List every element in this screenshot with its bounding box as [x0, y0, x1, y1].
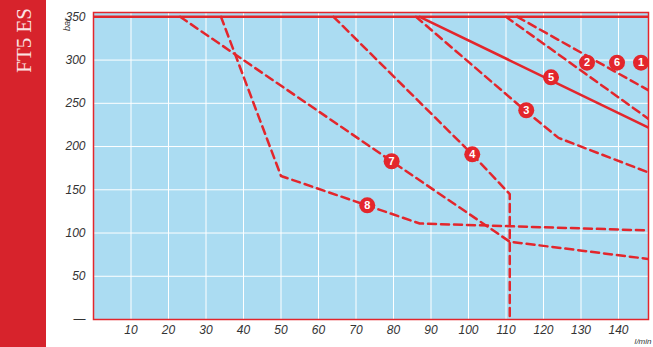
svg-text:bar: bar — [62, 17, 72, 31]
svg-text:20: 20 — [161, 323, 176, 337]
svg-text:7: 7 — [389, 155, 395, 167]
svg-text:90: 90 — [424, 323, 438, 337]
svg-text:100: 100 — [65, 226, 85, 240]
svg-text:2: 2 — [584, 56, 590, 68]
svg-text:40: 40 — [237, 323, 251, 337]
svg-text:130: 130 — [571, 323, 591, 337]
svg-text:6: 6 — [614, 56, 620, 68]
svg-text:50: 50 — [274, 323, 288, 337]
svg-text:110: 110 — [496, 323, 515, 337]
svg-text:80: 80 — [387, 323, 401, 337]
svg-text:140: 140 — [608, 323, 628, 337]
svg-text:50: 50 — [72, 269, 86, 283]
svg-text:350: 350 — [65, 9, 86, 24]
svg-text:300: 300 — [65, 53, 85, 67]
svg-text:4: 4 — [469, 148, 476, 160]
svg-text:30: 30 — [199, 323, 213, 337]
svg-text:100: 100 — [458, 323, 478, 337]
svg-text:3: 3 — [523, 104, 529, 116]
svg-text:l/min: l/min — [635, 337, 652, 346]
svg-text:120: 120 — [533, 323, 553, 337]
svg-text:250: 250 — [64, 96, 85, 110]
svg-text:—: — — [73, 312, 87, 326]
svg-text:70: 70 — [349, 323, 363, 337]
svg-text:200: 200 — [64, 139, 85, 153]
svg-text:150: 150 — [65, 183, 85, 197]
svg-text:60: 60 — [312, 323, 326, 337]
svg-text:8: 8 — [364, 199, 370, 211]
svg-text:FT5 ES: FT5 ES — [12, 8, 36, 73]
svg-text:5: 5 — [548, 71, 554, 83]
svg-text:1: 1 — [638, 56, 644, 68]
svg-text:10: 10 — [124, 323, 138, 337]
